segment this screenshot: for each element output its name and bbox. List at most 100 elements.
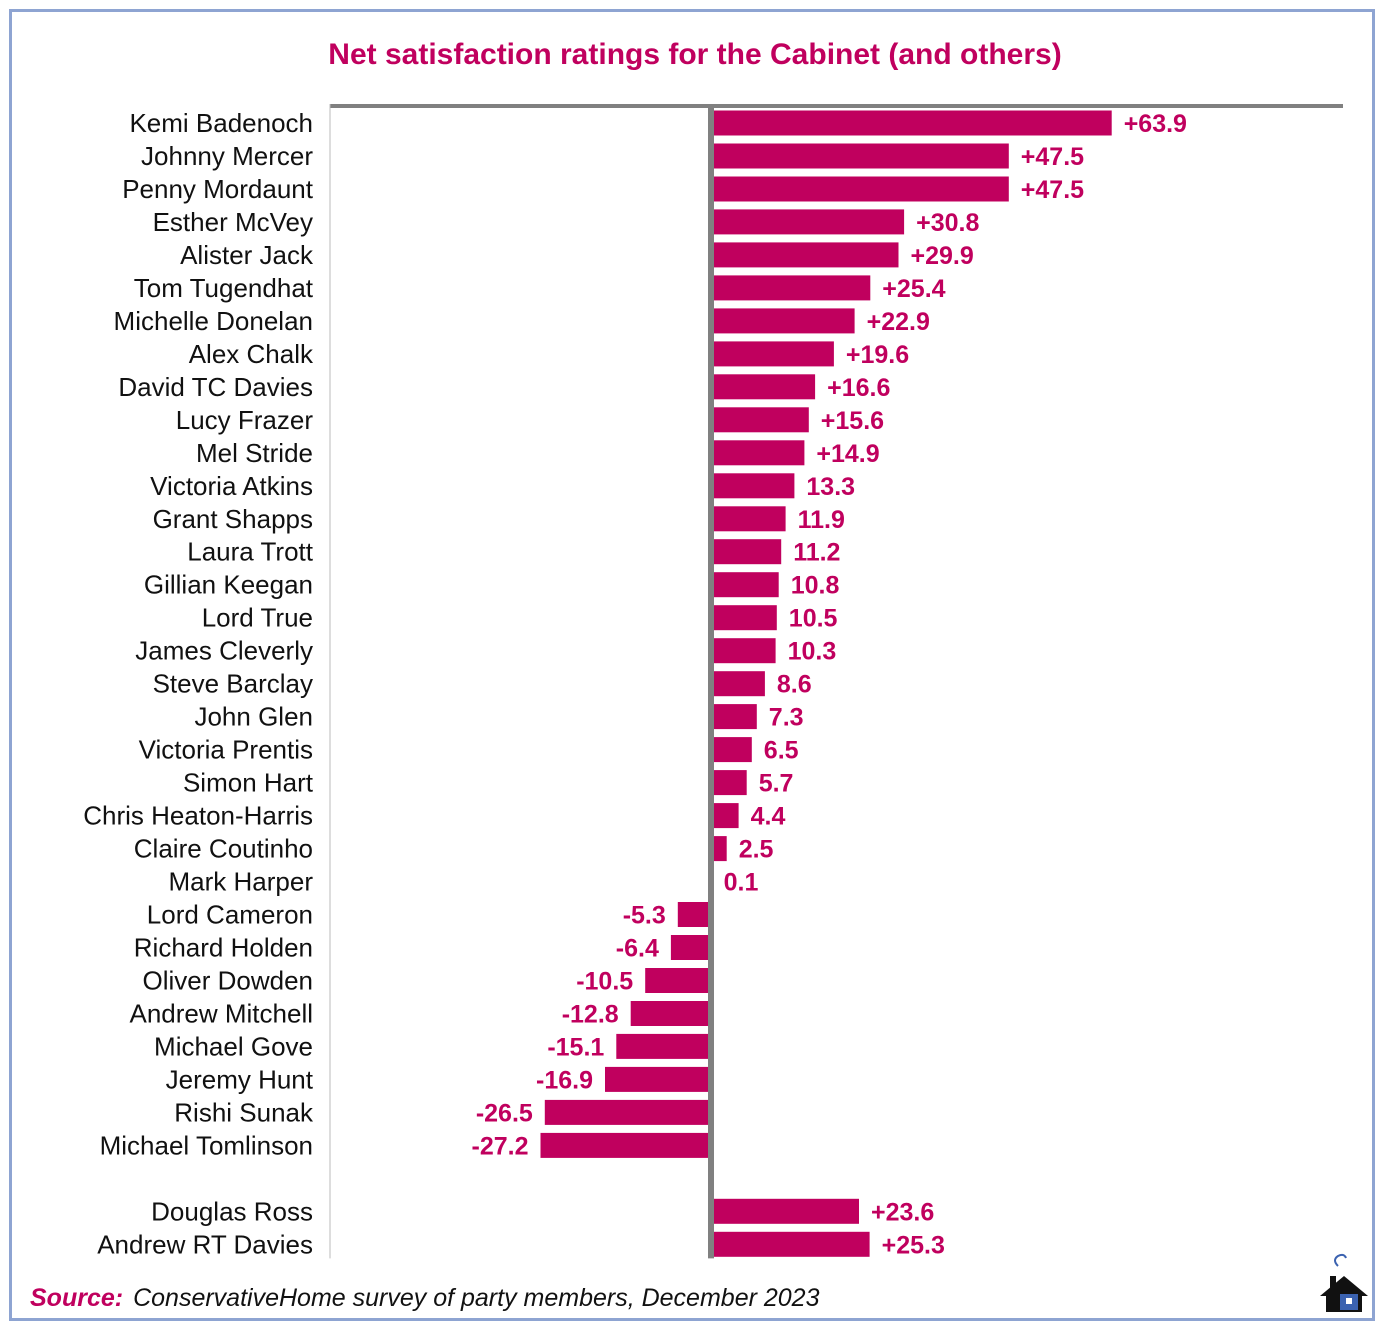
bar (544, 1099, 711, 1125)
data-label: +25.4 (882, 275, 945, 303)
category-label: Claire Coutinho (134, 834, 313, 864)
category-label: Lord Cameron (147, 900, 313, 930)
bar (711, 308, 855, 334)
data-label: 4.4 (751, 803, 786, 831)
data-label: 6.5 (764, 737, 799, 765)
data-label: +47.5 (1021, 143, 1084, 171)
data-label: -5.3 (623, 902, 666, 930)
category-label: Lucy Frazer (176, 405, 314, 435)
bar (711, 836, 727, 862)
data-label: 10.5 (789, 605, 838, 633)
labels-layer: Kemi Badenoch +63.9 Johnny Mercer +47.5 Penn… (83, 108, 1187, 1259)
bar (711, 374, 816, 400)
data-label: 2.5 (739, 836, 774, 864)
source-label: Source: (30, 1284, 124, 1312)
category-label: Richard Holden (134, 933, 313, 963)
bar (645, 968, 711, 993)
bar (711, 671, 765, 697)
category-label: Oliver Dowden (142, 965, 313, 995)
data-label: 11.2 (793, 539, 840, 567)
data-label: +19.6 (846, 341, 909, 369)
data-label: +15.6 (821, 407, 884, 435)
category-label: Mel Stride (196, 438, 313, 468)
bar (616, 1033, 711, 1059)
bar (711, 143, 1009, 169)
bar (605, 1066, 711, 1092)
category-label: Alister Jack (180, 240, 314, 270)
bar (540, 1132, 711, 1158)
category-label: Michael Tomlinson (100, 1130, 313, 1160)
data-label: +47.5 (1021, 176, 1084, 204)
category-label: David TC Davies (118, 372, 313, 402)
category-label: Penny Mordaunt (122, 174, 314, 204)
bars-layer (540, 110, 1112, 1257)
data-label: -26.5 (476, 1099, 533, 1127)
chart-title: Net satisfaction ratings for the Cabinet… (328, 38, 1062, 71)
bar (711, 506, 786, 532)
category-label: John Glen (194, 702, 313, 732)
category-label: Chris Heaton-Harris (83, 801, 313, 831)
category-label: Tom Tugendhat (134, 273, 314, 303)
data-label: 0.1 (724, 869, 759, 897)
source-text: ConservativeHome survey of party members… (133, 1284, 820, 1312)
category-label: Laura Trott (187, 537, 314, 567)
bar (711, 539, 782, 565)
data-label: 11.9 (798, 506, 845, 534)
axes-layer (329, 104, 1343, 1259)
bar (711, 209, 905, 235)
bar (670, 935, 711, 960)
bar (711, 737, 752, 763)
category-label: Rishi Sunak (174, 1097, 314, 1127)
bar (711, 110, 1112, 136)
data-label: 10.3 (788, 638, 837, 666)
data-label: 8.6 (777, 671, 812, 699)
data-label: -16.9 (536, 1066, 593, 1094)
bar (711, 572, 779, 598)
data-label: +14.9 (816, 440, 879, 468)
category-label: Esther McVey (153, 207, 313, 237)
category-label: Michelle Donelan (114, 306, 313, 336)
category-label: Jeremy Hunt (166, 1064, 314, 1094)
data-label: -27.2 (472, 1132, 529, 1160)
data-label: +25.3 (882, 1231, 945, 1259)
data-label: 10.8 (791, 572, 840, 600)
bar (711, 440, 805, 466)
category-label: Simon Hart (183, 768, 314, 798)
bar (711, 1231, 870, 1257)
category-label: Alex Chalk (189, 339, 314, 369)
data-label: -15.1 (547, 1033, 604, 1061)
category-label: Victoria Prentis (139, 735, 313, 765)
category-label: Andrew RT Davies (97, 1229, 313, 1259)
data-label: 7.3 (769, 704, 804, 732)
category-label: Gillian Keegan (144, 570, 313, 600)
bar (711, 638, 776, 664)
bar (711, 341, 834, 367)
data-label: +23.6 (871, 1198, 934, 1226)
bar (711, 605, 777, 631)
bar (711, 275, 871, 301)
bar (711, 242, 899, 268)
bar (711, 704, 757, 730)
data-label: 13.3 (806, 473, 855, 501)
category-label: Steve Barclay (153, 669, 313, 699)
category-label: James Cleverly (135, 636, 313, 666)
data-label: +30.8 (916, 209, 979, 237)
category-label: Kemi Badenoch (129, 108, 313, 138)
data-label: +16.6 (827, 374, 890, 402)
bar (711, 473, 795, 499)
bar (711, 176, 1009, 202)
data-label: -12.8 (562, 1000, 619, 1028)
bar (630, 1001, 711, 1026)
category-label: Victoria Atkins (150, 471, 313, 501)
data-label: -10.5 (576, 967, 633, 995)
data-label: 5.7 (759, 770, 794, 798)
data-label: +22.9 (867, 308, 930, 336)
data-label: -6.4 (616, 935, 659, 963)
category-label: Johnny Mercer (141, 141, 313, 171)
data-label: +63.9 (1124, 110, 1187, 138)
bar (711, 803, 739, 829)
category-label: Michael Gove (154, 1031, 313, 1061)
bar (711, 407, 809, 433)
category-label: Lord True (202, 603, 313, 633)
